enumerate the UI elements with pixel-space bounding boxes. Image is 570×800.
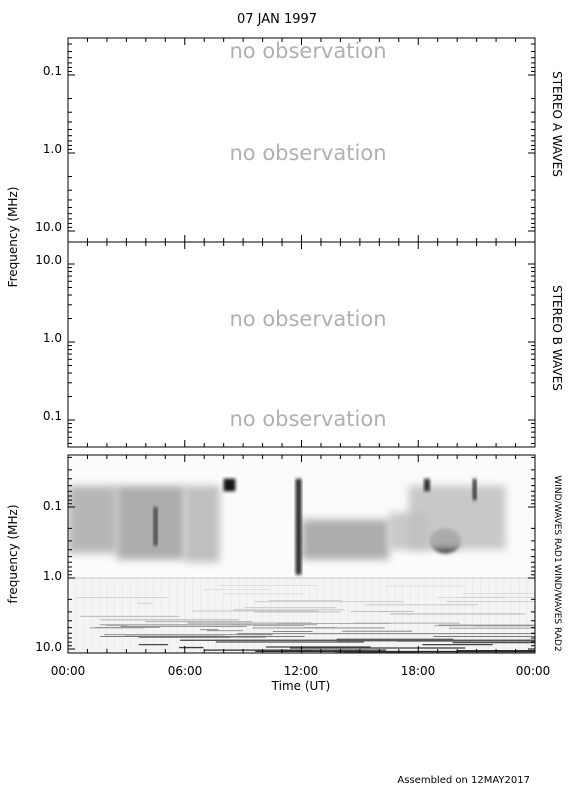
stereo-a-panel: 0.1 1.0 10.0 no observation no observati…: [35, 37, 564, 243]
stereo-b-ticks: [67, 242, 536, 447]
xtick-label-2: 12:00: [284, 664, 319, 678]
wind-feature-3: [301, 519, 390, 560]
wind-feature-7: [223, 478, 236, 492]
wind-ytick-2: 10.0: [35, 640, 62, 654]
stereo-b-ytick-1: 1.0: [43, 331, 62, 345]
stereo-a-ytick-0: 0.1: [43, 64, 62, 78]
wind-feature-6: [408, 485, 506, 550]
wind-feature-9: [424, 478, 430, 492]
stereo-b-ytick-0: 10.0: [35, 253, 62, 267]
xtick-label-4: 00:00: [516, 664, 551, 678]
xtick-label-0: 00:00: [51, 664, 86, 678]
wind-feature-10: [153, 507, 158, 546]
stereo-a-ticks: [67, 38, 536, 242]
figure-title: 07 JAN 1997: [237, 12, 317, 27]
wind-rad2-lines: [68, 577, 535, 653]
stereo-ylabel: Frequency (MHz): [6, 187, 20, 288]
xaxis-label: Time (UT): [271, 679, 331, 693]
wind-panel: 0.1 1.0 10.0 frequency (MHz) WIND/WAVES …: [6, 446, 562, 693]
wind-feature-0: [68, 485, 117, 554]
wind-ytick-1: 1.0: [43, 569, 62, 583]
wind-feature-8: [295, 478, 302, 575]
xtick-label-1: 06:00: [168, 664, 203, 678]
stereo-a-side-label: STEREO A WAVES: [550, 71, 564, 177]
wind-ytick-0: 0.1: [43, 499, 62, 513]
footer-assembled-date: Assembled on 12MAY2017: [397, 775, 530, 786]
stereo-a-no-observation-1: no observation: [229, 39, 386, 63]
stereo-b-panel: 10.0 1.0 0.1 no observation no observati…: [35, 241, 564, 448]
stereo-b-ytick-2: 0.1: [43, 409, 62, 423]
wind-feature-11: [472, 478, 477, 501]
wind-spectrogram: [68, 455, 535, 653]
wind-features: [68, 478, 506, 575]
stereo-a-ytick-2: 10.0: [35, 220, 62, 234]
stereo-b-side-label: STEREO B WAVES: [550, 285, 564, 391]
wind-rad2-label: WIND/WAVES RAD2: [552, 564, 562, 651]
wind-feature-2: [184, 485, 220, 563]
stereo-b-no-observation-1: no observation: [229, 307, 386, 331]
stereo-a-frame: [67, 37, 536, 243]
wind-ylabel: frequency (MHz): [6, 504, 20, 603]
stereo-a-ytick-1: 1.0: [43, 142, 62, 156]
stereo-a-no-observation-2: no observation: [229, 141, 386, 165]
stereo-b-no-observation-2: no observation: [229, 407, 386, 431]
wind-ticks: [67, 455, 536, 653]
wind-rad1-label: WIND/WAVES RAD1: [552, 475, 562, 562]
xtick-label-3: 18:00: [401, 664, 436, 678]
wind-feature-1: [116, 485, 185, 560]
